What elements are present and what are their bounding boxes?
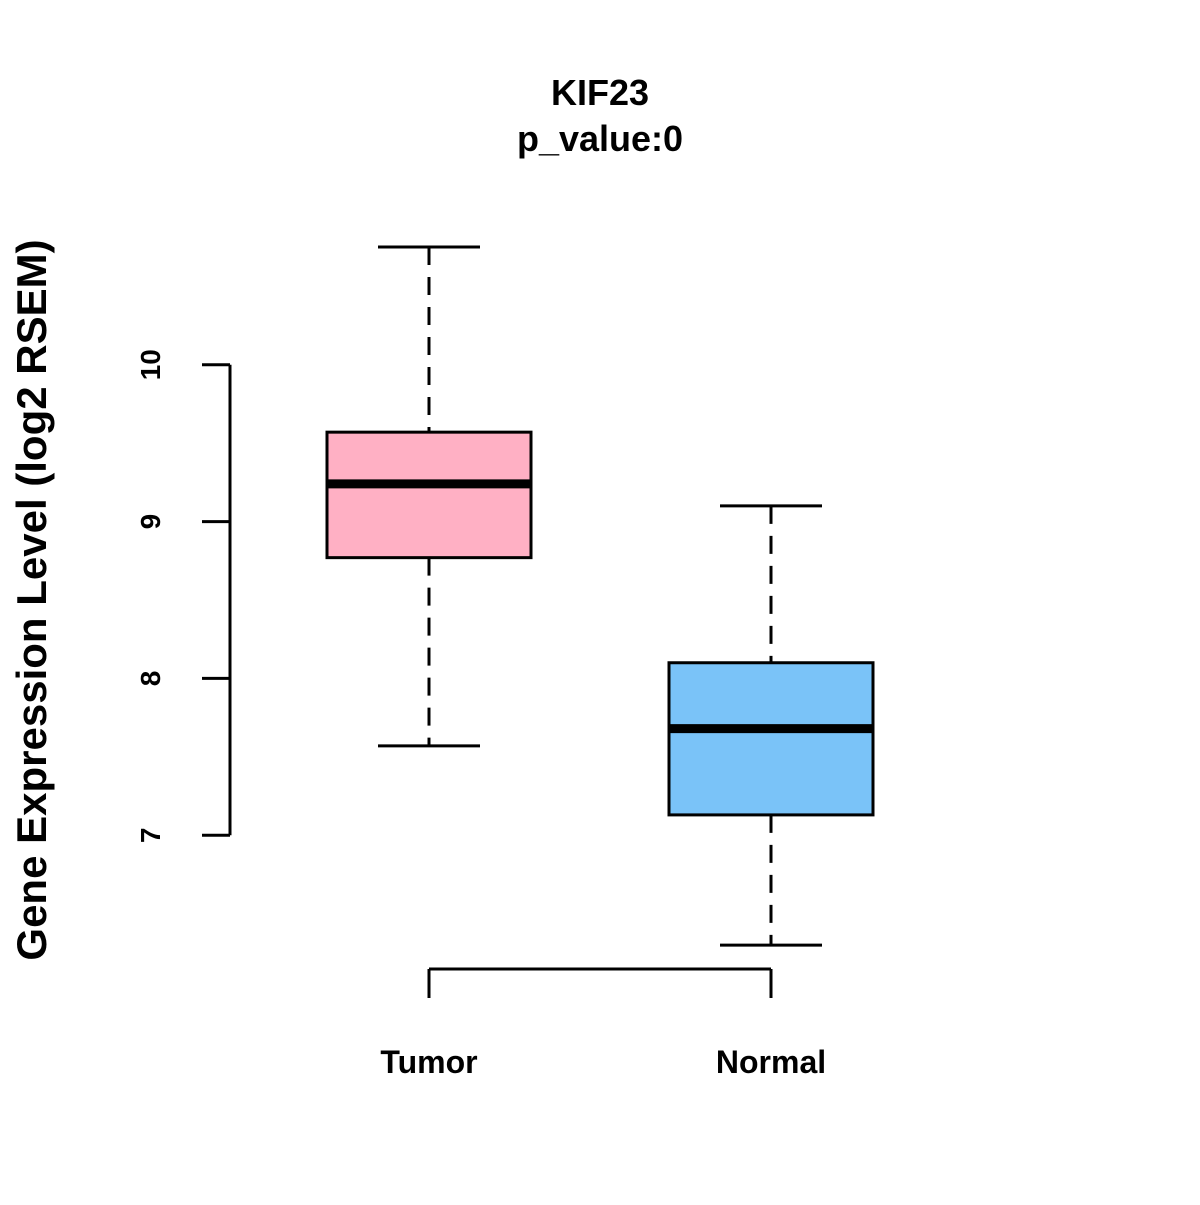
- y-tick-label: 10: [135, 349, 166, 380]
- chart-subtitle: p_value:0: [517, 118, 683, 159]
- boxes: [325, 245, 875, 947]
- y-axis-label: Gene Expression Level (log2 RSEM): [8, 239, 55, 960]
- x-tick-label: Normal: [716, 1044, 826, 1080]
- y-tick-label: 7: [135, 828, 166, 844]
- x-tick-label: Tumor: [380, 1044, 477, 1080]
- x-axis: Tumor Normal: [380, 967, 826, 1080]
- y-tick-label: 8: [135, 671, 166, 687]
- iqr-box: [667, 661, 875, 817]
- iqr-box: [325, 430, 533, 560]
- y-axis: 7 8 9 10: [135, 349, 232, 844]
- y-tick-label: 9: [135, 514, 166, 530]
- chart-title: KIF23: [551, 72, 649, 113]
- box-normal: [667, 504, 875, 947]
- box-tumor: [325, 245, 533, 748]
